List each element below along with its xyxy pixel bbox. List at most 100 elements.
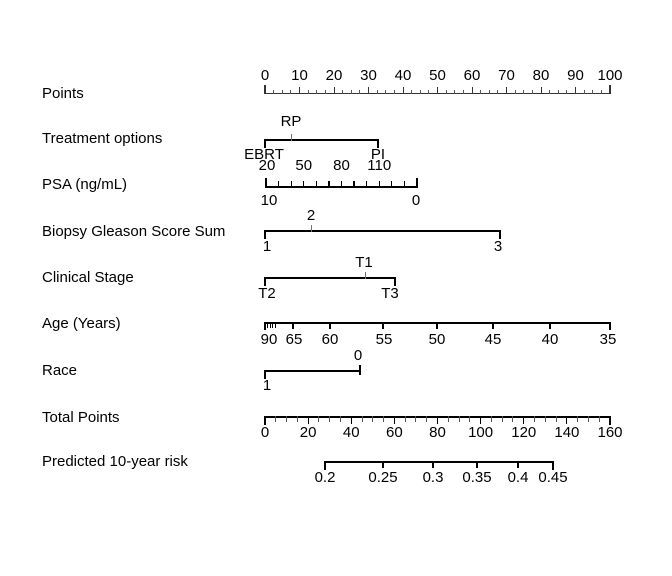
total-points-tick — [329, 416, 331, 422]
points-tick — [575, 87, 576, 94]
age-axis-label-60: 60 — [321, 331, 339, 348]
points-axis-label-20: 20 — [325, 67, 343, 84]
psa-tick — [353, 181, 355, 189]
psa-tick — [416, 178, 418, 189]
age-tick — [382, 322, 384, 329]
clinical-stage-tick — [264, 277, 266, 286]
points-axis-label-80: 80 — [532, 67, 550, 84]
total-points-tick — [544, 416, 546, 422]
points-tick — [600, 89, 602, 94]
treatment-tick — [377, 139, 379, 148]
clinical-stage-tick — [394, 277, 396, 286]
points-axis-label-70: 70 — [498, 67, 515, 84]
age-tick — [549, 322, 551, 329]
total-points-axis-label-0: 0 — [260, 424, 270, 441]
total-points-tick — [609, 416, 611, 425]
predicted-risk-tick — [324, 461, 326, 470]
points-tick — [428, 89, 430, 94]
points-tick — [264, 85, 266, 94]
points-tick — [333, 87, 335, 94]
points-axis-label-40: 40 — [394, 67, 412, 84]
total-points-tick — [512, 416, 514, 422]
gleason-tick — [310, 225, 312, 232]
total-points-tick — [480, 416, 482, 424]
points-axis-label-0: 0 — [260, 67, 270, 84]
points-tick — [566, 89, 568, 94]
total-points-tick — [296, 416, 298, 422]
race-tick — [359, 365, 361, 375]
race-axis — [265, 370, 360, 372]
points-tick — [462, 89, 464, 94]
points-tick — [488, 89, 490, 94]
total-points-tick — [501, 416, 503, 422]
gleason-tick — [264, 230, 266, 239]
points-tick — [497, 89, 499, 94]
total-points-axis-label-20: 20 — [299, 424, 317, 441]
clinical-stage-axis — [265, 277, 395, 279]
total-points-tick — [587, 416, 589, 422]
total-points-tick — [555, 416, 557, 422]
age-axis-label-55: 55 — [375, 331, 393, 348]
total-points-tick — [598, 416, 600, 422]
predicted-risk-axis — [325, 461, 553, 463]
row-label-total-points: Total Points — [42, 409, 120, 426]
total-points-tick — [523, 416, 525, 424]
age-axis-label-90: 90 — [260, 331, 278, 348]
age-tick — [267, 322, 268, 328]
points-tick — [506, 87, 507, 94]
points-tick — [324, 89, 326, 94]
points-tick — [402, 87, 404, 94]
points-tick — [376, 89, 378, 94]
psa-tick — [315, 181, 317, 189]
points-axis-label-60: 60 — [463, 67, 481, 84]
points-tick — [592, 89, 594, 94]
points-tick — [359, 89, 361, 94]
treatment-tick — [290, 134, 292, 141]
age-tick — [272, 322, 273, 328]
total-points-axis-label-80: 80 — [429, 424, 446, 441]
points-tick — [540, 87, 542, 94]
psa-tick — [328, 181, 330, 189]
points-tick — [281, 89, 283, 94]
race-axis-label-1: 1 — [262, 377, 272, 394]
row-label-treatment: Treatment options — [42, 130, 163, 147]
psa-tick — [378, 181, 380, 189]
age-tick — [436, 322, 438, 329]
total-points-tick — [393, 416, 395, 424]
total-points-tick — [318, 416, 320, 422]
points-tick — [514, 89, 516, 94]
treatment-axis — [265, 139, 378, 141]
psa-tick — [403, 181, 405, 189]
gleason-axis — [265, 230, 500, 232]
total-points-axis-label-40: 40 — [342, 424, 360, 441]
age-tick — [292, 322, 294, 329]
row-label-gleason: Biopsy Gleason Score Sum — [42, 223, 226, 240]
psa-tick — [303, 181, 305, 189]
age-axis-label-45: 45 — [484, 331, 502, 348]
gleason-tick — [499, 230, 501, 239]
points-tick — [531, 89, 533, 94]
age-tick — [492, 322, 494, 329]
points-axis-label-50: 50 — [429, 67, 446, 84]
age-tick — [269, 322, 271, 328]
gleason-axis-label-1: 1 — [262, 238, 272, 255]
predicted-risk-axis-label-0.2: 0.2 — [314, 469, 336, 486]
total-points-tick — [566, 416, 568, 424]
row-label-predicted-risk: Predicted 10-year risk — [42, 453, 188, 470]
row-label-points: Points — [42, 85, 84, 102]
total-points-axis-label-160: 160 — [597, 424, 623, 441]
psa-tick — [391, 181, 393, 189]
age-tick — [274, 322, 276, 328]
psa-tick — [265, 178, 267, 189]
row-label-clinical-stage: Clinical Stage — [42, 269, 134, 286]
points-tick — [273, 89, 275, 94]
total-points-axis-label-140: 140 — [554, 424, 580, 441]
points-tick — [471, 87, 473, 94]
treatment-axis-label-RP: RP — [280, 113, 302, 130]
age-axis-label-35: 35 — [599, 331, 617, 348]
total-points-tick — [415, 416, 417, 422]
age-tick — [264, 322, 266, 330]
total-points-tick — [436, 416, 439, 424]
gleason-axis-label-2: 2 — [306, 207, 316, 224]
